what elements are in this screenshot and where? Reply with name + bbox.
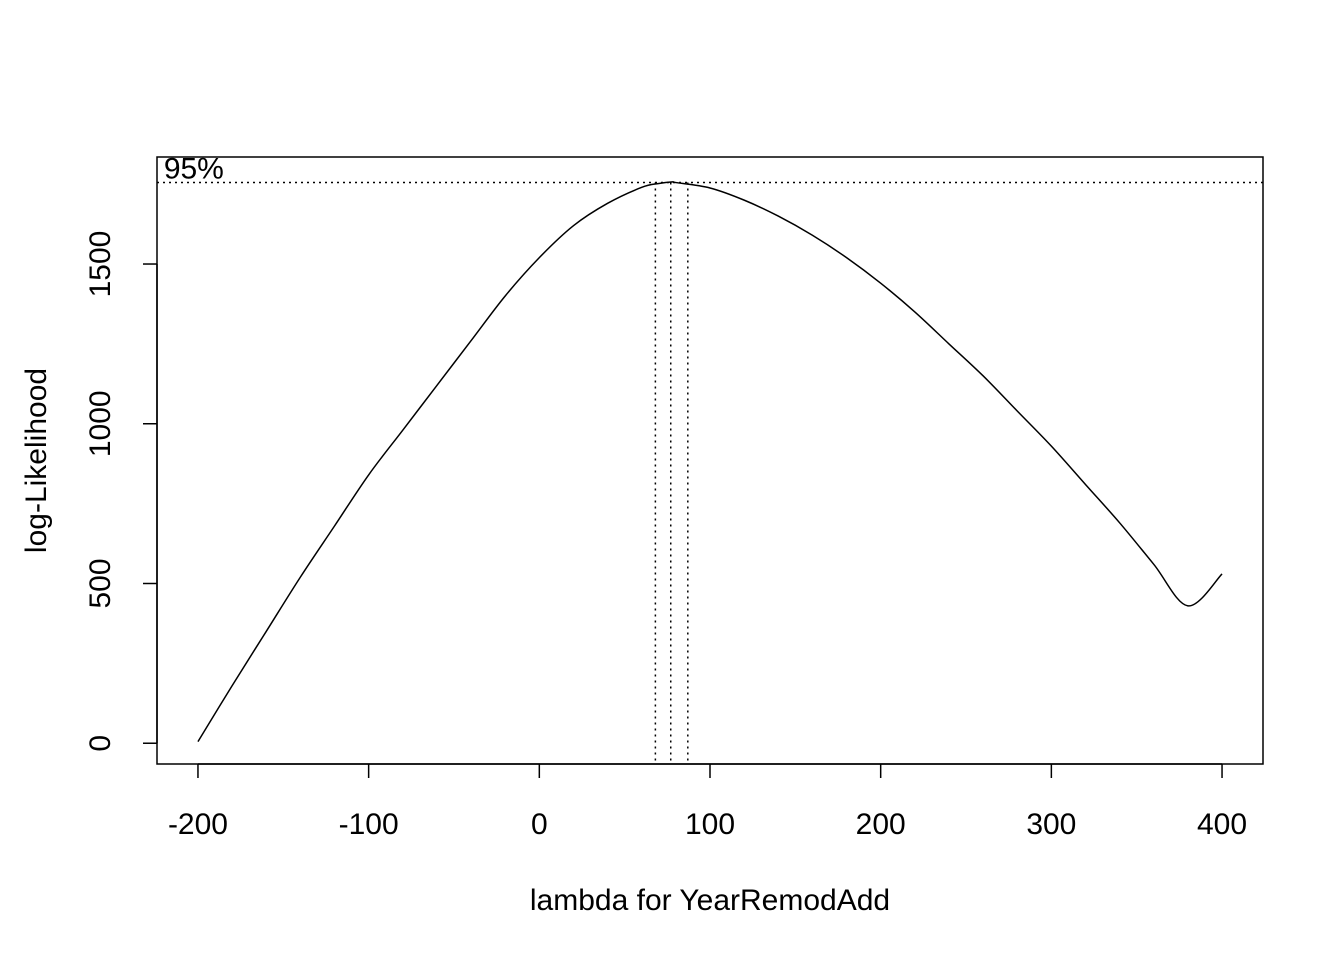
x-tick-label: 0 [531,808,548,841]
x-tick-label: 200 [856,808,906,841]
y-tick-label: 1000 [84,390,117,457]
y-axis-title: log-Likelihood [20,368,53,553]
x-axis-title: lambda for YearRemodAdd [530,884,890,917]
x-tick-label: 300 [1026,808,1076,841]
y-tick-label: 1500 [84,231,117,298]
confidence-lines [157,181,1263,764]
log-likelihood-curve [197,181,1223,743]
ci-label: 95% [164,153,224,186]
y-tick-label: 0 [84,735,117,752]
x-tick-label: 400 [1197,808,1247,841]
y-axis: 0 500 1000 1500 [84,231,158,752]
plot-frame [156,156,1264,765]
y-tick-label: 500 [84,558,117,608]
x-tick-label: -100 [339,808,399,841]
x-tick-label: -200 [168,808,228,841]
x-axis: -200 -100 0 100 200 300 400 [168,763,1247,841]
x-tick-label: 100 [685,808,735,841]
